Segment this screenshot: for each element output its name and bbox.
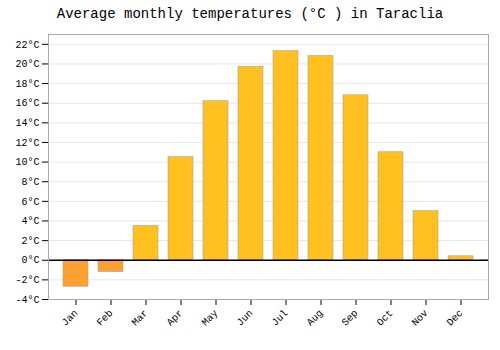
html-text:Average monthly temperatures (: Average monthly temperatures (°C ) in Ta… (56, 6, 444, 22)
svg-text:Sep: Sep (340, 308, 361, 329)
svg-text:Jan: Jan (60, 308, 81, 329)
svg-text:Aug: Aug (305, 308, 326, 329)
svg-text:22°C: 22°C (15, 40, 39, 51)
svg-text:10°C: 10°C (15, 157, 39, 168)
svg-text:Feb: Feb (95, 308, 116, 329)
svg-text:0°C: 0°C (21, 255, 39, 266)
svg-text:Dec: Dec (445, 308, 466, 329)
svg-text:6°C: 6°C (21, 197, 39, 208)
svg-text:May: May (200, 308, 221, 329)
svg-text:Apr: Apr (165, 308, 186, 329)
svg-text:Mar: Mar (130, 308, 151, 329)
svg-text:-4°C: -4°C (15, 295, 39, 306)
svg-text:-2°C: -2°C (15, 275, 39, 286)
svg-text:Jun: Jun (235, 308, 256, 329)
svg-text:8°C: 8°C (21, 177, 39, 188)
svg-text:18°C: 18°C (15, 79, 39, 90)
svg-text:Oct: Oct (375, 308, 396, 329)
svg-text:Jul: Jul (270, 308, 291, 329)
svg-text:2°C: 2°C (21, 236, 39, 247)
svg-text:14°C: 14°C (15, 118, 39, 129)
svg-text:16°C: 16°C (15, 98, 39, 109)
svg-text:12°C: 12°C (15, 138, 39, 149)
svg-text:4°C: 4°C (21, 216, 39, 227)
svg-text:20°C: 20°C (15, 59, 39, 70)
svg-text:Nov: Nov (410, 308, 431, 329)
